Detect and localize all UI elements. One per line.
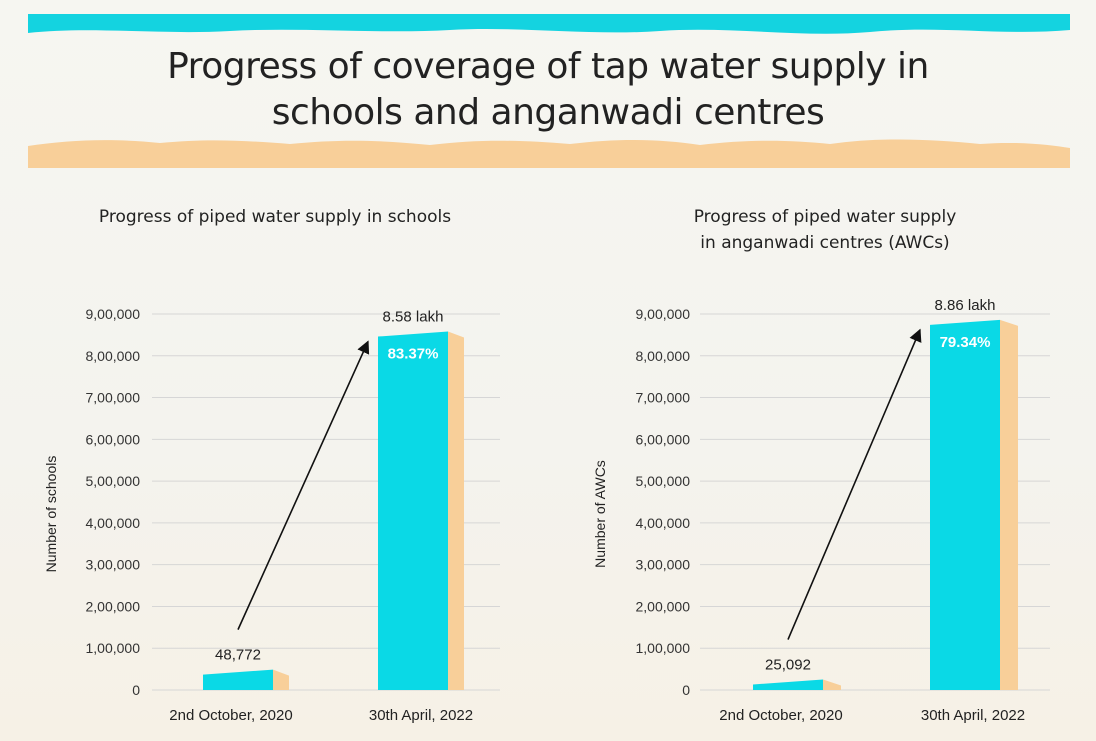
bar-inner-label: 79.34% — [940, 334, 991, 351]
awc-chart-title: Progress of piped water supply in anganw… — [600, 204, 1050, 256]
x-tick-label: 30th April, 2022 — [369, 707, 473, 724]
y-axis-label: Number of schools — [43, 456, 59, 573]
page-title: Progress of coverage of tap water supply… — [0, 44, 1096, 136]
bar-value-label: 25,092 — [765, 657, 811, 674]
bar-value-label: 8.58 lakh — [383, 309, 444, 326]
bar — [930, 319, 1000, 690]
schools-chart-title: Progress of piped water supply in school… — [60, 204, 490, 230]
y-tick-label: 8,00,000 — [86, 348, 141, 364]
y-tick-label: 2,00,000 — [636, 598, 691, 614]
water-wave — [28, 14, 1070, 34]
bar — [203, 669, 273, 690]
bar-side-face — [273, 669, 289, 690]
y-tick-label: 5,00,000 — [636, 473, 691, 489]
page-title-line1: Progress of coverage of tap water supply… — [167, 46, 929, 87]
y-tick-label: 0 — [682, 682, 690, 698]
y-tick-label: 7,00,000 — [636, 390, 691, 406]
y-tick-label: 0 — [132, 682, 140, 698]
awc-chart-title-line2: in anganwadi centres (AWCs) — [700, 233, 950, 253]
x-tick-label: 30th April, 2022 — [921, 707, 1025, 724]
title-banner — [28, 14, 1070, 168]
y-tick-label: 3,00,000 — [636, 557, 691, 573]
bar-inner-label: 83.37% — [388, 346, 439, 363]
y-tick-label: 5,00,000 — [86, 473, 141, 489]
x-tick-label: 2nd October, 2020 — [719, 707, 842, 724]
bar — [378, 331, 448, 690]
y-tick-label: 9,00,000 — [86, 306, 141, 322]
page-title-line2: schools and anganwadi centres — [271, 92, 825, 133]
y-tick-label: 3,00,000 — [86, 557, 141, 573]
y-tick-label: 1,00,000 — [636, 640, 691, 656]
bar-side-face — [823, 679, 841, 690]
bar-value-label: 8.86 lakh — [935, 297, 996, 314]
y-tick-label: 9,00,000 — [636, 306, 691, 322]
y-tick-label: 8,00,000 — [636, 348, 691, 364]
bar-side-face — [448, 331, 464, 690]
bar-value-label: 48,772 — [215, 647, 261, 664]
x-tick-label: 2nd October, 2020 — [169, 707, 292, 724]
schools-bar-chart: 0 1,00,000 2,00,000 3,00,000 4,00,000 5,00,00… — [43, 306, 500, 724]
y-tick-label: 4,00,000 — [636, 515, 691, 531]
awc-chart-title-line1: Progress of piped water supply — [693, 207, 957, 227]
growth-arrow — [237, 340, 370, 630]
sand-wave — [28, 139, 1070, 168]
y-tick-label: 6,00,000 — [636, 431, 691, 447]
growth-arrow — [787, 328, 922, 640]
schools-chart-title-line1: Progress of piped water supply in school… — [98, 207, 452, 227]
y-tick-label: 1,00,000 — [86, 640, 141, 656]
y-tick-label: 6,00,000 — [86, 431, 141, 447]
y-tick-label: 2,00,000 — [86, 598, 141, 614]
awc-bar-chart: 0 1,00,000 2,00,000 3,00,000 4,00,000 5,00,00… — [592, 297, 1050, 724]
bar-side-face — [1000, 319, 1018, 690]
bar — [753, 679, 823, 690]
y-axis-label: Number of AWCs — [592, 460, 608, 568]
y-tick-label: 7,00,000 — [86, 390, 141, 406]
y-tick-label: 4,00,000 — [86, 515, 141, 531]
